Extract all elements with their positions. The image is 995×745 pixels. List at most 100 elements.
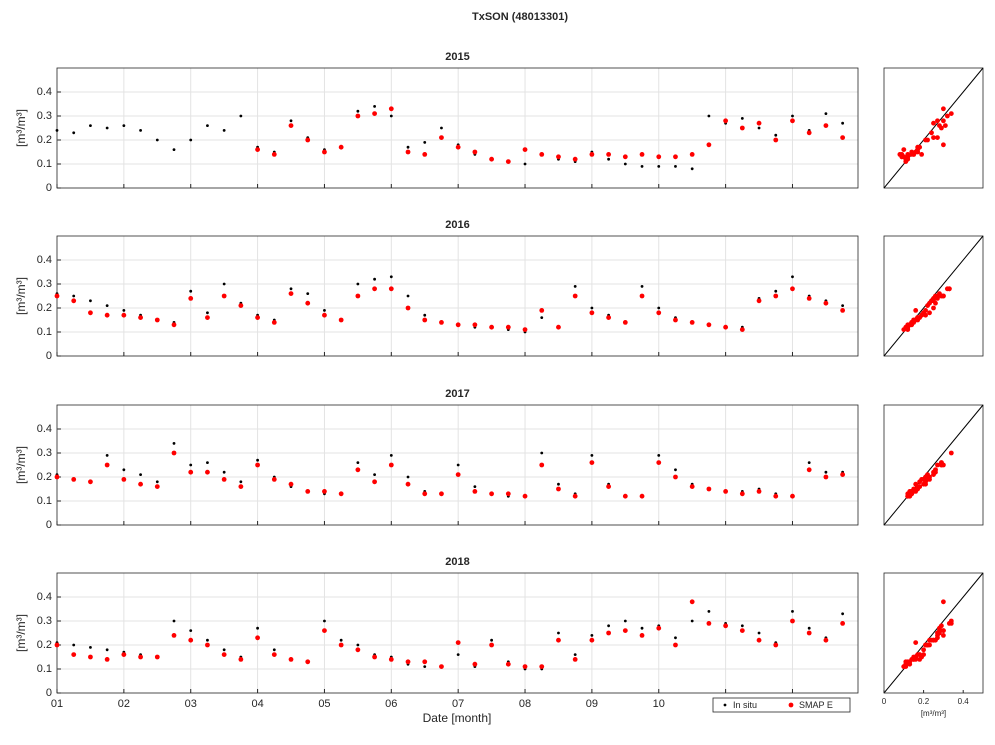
smap-point <box>255 147 260 153</box>
in-situ-point <box>824 470 828 474</box>
smap-point <box>338 491 344 497</box>
comparison-point <box>917 144 923 150</box>
y-tick-label: 0.3 <box>37 447 52 459</box>
comparison-point <box>939 293 944 299</box>
smap-point <box>455 640 461 645</box>
in-situ-point <box>389 114 393 118</box>
in-situ-point <box>105 454 109 457</box>
in-situ-point <box>523 162 527 166</box>
in-situ-point <box>690 167 694 171</box>
smap-point <box>138 654 143 660</box>
in-situ-point <box>456 653 460 656</box>
in-situ-point <box>607 624 611 628</box>
comparison-x-label: [m³/m³] <box>921 709 946 718</box>
in-situ-point <box>807 626 811 630</box>
in-situ-point <box>72 643 76 647</box>
smap-point <box>322 312 327 318</box>
smap-point <box>455 322 461 328</box>
smap-point <box>673 317 678 323</box>
smap-point <box>372 654 377 660</box>
smap-point <box>355 467 361 473</box>
smap-point <box>338 317 344 323</box>
in-situ-point <box>356 109 360 113</box>
smap-point <box>288 657 294 662</box>
smap-point <box>439 320 444 325</box>
in-situ-point <box>272 648 276 652</box>
in-situ-point <box>623 162 627 166</box>
smap-point <box>171 322 177 328</box>
smap-point <box>505 661 511 667</box>
smap-point <box>154 654 160 660</box>
comparison-point <box>923 308 928 313</box>
in-situ-point <box>373 473 376 476</box>
smap-point <box>54 642 60 648</box>
in-situ-point <box>740 117 744 120</box>
plot-frame <box>56 67 859 189</box>
comparison-point <box>941 599 946 605</box>
in-situ-point <box>206 124 209 127</box>
comparison-x-tick-label: 0.2 <box>918 697 930 706</box>
comparison-point <box>923 642 928 648</box>
in-situ-point <box>707 114 711 118</box>
in-situ-point <box>557 631 560 635</box>
smap-point <box>790 618 795 624</box>
in-situ-point <box>423 141 427 144</box>
comparison-x-tick-label: 0 <box>882 697 887 706</box>
in-situ-point <box>189 289 193 293</box>
comparison-point <box>931 472 936 477</box>
comparison-point <box>948 450 954 456</box>
identity-line <box>883 67 984 189</box>
in-situ-point <box>423 665 427 668</box>
x-tick-label: 01 <box>51 698 63 710</box>
y-tick-label: 0.4 <box>37 591 52 603</box>
in-situ-point <box>289 287 293 291</box>
smap-point <box>706 322 712 328</box>
smap-point <box>606 315 612 320</box>
smap-point <box>88 479 93 485</box>
in-situ-point <box>406 475 410 479</box>
smap-point <box>422 152 428 157</box>
in-situ-point <box>172 442 176 445</box>
smap-point <box>88 654 93 660</box>
in-situ-point <box>406 145 410 149</box>
smap-point <box>422 491 428 497</box>
smap-point <box>572 493 578 499</box>
smap-point <box>439 135 444 141</box>
in-situ-point <box>674 636 677 640</box>
x-tick-label: 07 <box>452 698 464 710</box>
smap-point <box>238 657 244 662</box>
smap-point <box>422 317 428 323</box>
smap-point <box>322 489 327 494</box>
smap-point <box>54 293 60 299</box>
smap-point <box>271 320 277 325</box>
smap-point <box>639 152 645 157</box>
in-situ-point <box>757 631 761 635</box>
comparison-point <box>944 113 950 119</box>
comparison-point <box>946 286 952 292</box>
y-axis-label: [m³/m³] <box>14 446 28 484</box>
comparison-point <box>913 640 919 645</box>
comparison-point <box>931 296 936 301</box>
smap-point <box>589 460 595 465</box>
smap-point <box>355 113 361 119</box>
in-situ-point <box>590 634 594 637</box>
smap-point <box>589 637 595 643</box>
smap-point <box>188 296 194 301</box>
in-situ-point <box>791 114 794 118</box>
y-tick-label: 0 <box>46 350 52 362</box>
smap-point <box>823 300 829 306</box>
in-situ-point <box>573 285 577 288</box>
comparison-point <box>917 657 923 662</box>
y-tick-label: 0.4 <box>37 254 52 266</box>
comparison-point <box>931 637 936 643</box>
in-situ-point <box>206 311 209 315</box>
smap-point <box>806 630 812 636</box>
y-tick-label: 0.1 <box>37 663 52 675</box>
smap-point <box>171 633 177 638</box>
x-tick-label: 05 <box>318 698 330 710</box>
smap-point <box>372 479 377 485</box>
y-tick-label: 0.3 <box>37 615 52 627</box>
in-situ-point <box>122 309 126 312</box>
smap-point <box>255 315 260 320</box>
smap-point <box>88 310 93 316</box>
